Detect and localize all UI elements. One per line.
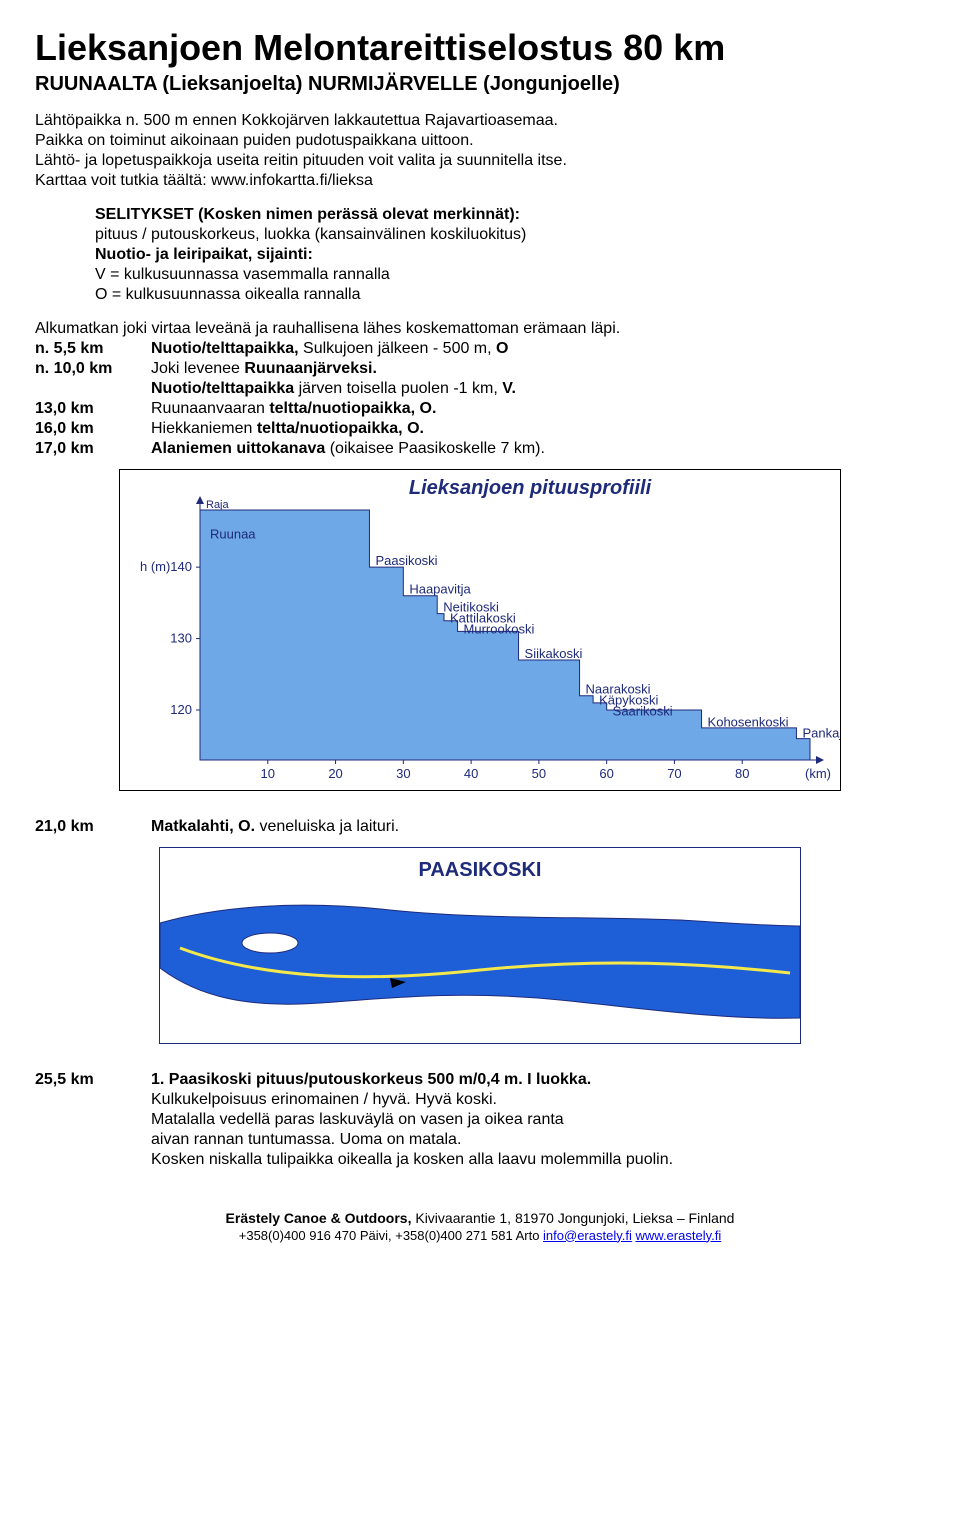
intro-line: Karttaa voit tutkia täältä: [35,172,211,189]
svg-text:Raja: Raja [206,499,230,511]
svg-text:(km): (km) [805,766,831,781]
intro-link: www.infokartta.fi/lieksa [211,172,373,189]
entry-text: Ruunaanvaaran teltta/nuotiopaikka, O. [151,399,551,419]
svg-text:PAASIKOSKI: PAASIKOSKI [419,859,542,881]
profile-chart: Lieksanjoen pituusprofiili Paasikoski Haap… [119,469,841,791]
svg-text:40: 40 [464,766,478,781]
svg-text:Saarikoski: Saarikoski [613,704,673,719]
km-label: 21,0 km [35,817,151,837]
entry-25: 25,5 km 1. Paasikoski pituus/putouskorke… [35,1070,679,1170]
svg-text:30: 30 [396,766,410,781]
legend-heading: SELITYKSET (Kosken nimen perässä olevat … [95,206,520,223]
entry-text: Nuotio/telttapaikka, Sulkujoen jälkeen -… [151,339,551,359]
entry-line: Kosken niskalla tulipaikka oikealla ja k… [151,1151,673,1168]
svg-text:Murrookoski: Murrookoski [464,622,535,637]
entry-line: 1. Paasikoski pituus/putouskorkeus 500 m… [151,1071,591,1088]
entry-text: Joki levenee Ruunaanjärveksi.Nuotio/telt… [151,359,551,399]
km-label: 25,5 km [35,1070,151,1170]
legend-line: pituus / putouskorkeus, luokka (kansainv… [95,226,526,243]
entry-text: Hiekkaniemen teltta/nuotiopaikka, O. [151,419,551,439]
legend-block: SELITYKSET (Kosken nimen perässä olevat … [95,205,925,305]
footer-phone: +358(0)400 916 470 Päivi, [239,1228,395,1243]
legend-line: V = kulkusuunnassa vasemmalla rannalla [95,266,390,283]
km-label: n. 5,5 km [35,339,151,359]
legend-line: O = kulkusuunnassa oikealla rannalla [95,286,361,303]
entry-21: 21,0 km Matkalahti, O. veneluiska ja lai… [35,817,405,837]
entry-text: 1. Paasikoski pituus/putouskorkeus 500 m… [151,1070,679,1170]
page-footer: Erästely Canoe & Outdoors, Kivivaarantie… [35,1210,925,1244]
svg-text:Pankajärvi: Pankajärvi [802,726,841,741]
svg-text:120: 120 [170,702,192,717]
footer-web-link[interactable]: www.erastely.fi [636,1228,722,1243]
svg-text:80: 80 [735,766,749,781]
intro-block: Lähtöpaikka n. 500 m ennen Kokkojärven l… [35,111,925,191]
footer-company: Erästely Canoe & Outdoors, [226,1210,412,1226]
footer-phone: +358(0)400 271 581 Arto [395,1228,543,1243]
intro-line: Lähtö- ja lopetuspaikkoja useita reitin … [35,152,567,169]
svg-text:140: 140 [170,559,192,574]
footer-email-link[interactable]: info@erastely.fi [543,1228,632,1243]
intro-line: Lähtöpaikka n. 500 m ennen Kokkojärven l… [35,112,558,129]
svg-text:Siikakoski: Siikakoski [525,646,583,661]
svg-text:60: 60 [599,766,613,781]
svg-text:50: 50 [532,766,546,781]
entries-table: n. 5,5 kmNuotio/telttapaikka, Sulkujoen … [35,339,551,459]
svg-text:Paasikoski: Paasikoski [375,553,437,568]
paasikoski-map: PAASIKOSKI [159,847,801,1044]
svg-text:130: 130 [170,631,192,646]
entry-text: Matkalahti, O. veneluiska ja laituri. [151,817,405,837]
svg-text:Haapavitja: Haapavitja [409,582,471,597]
legend-heading: Nuotio- ja leiripaikat, sijainti: [95,246,313,263]
km-label: 17,0 km [35,439,151,459]
entry-text: Alaniemen uittokanava (oikaisee Paasikos… [151,439,551,459]
km-label: 16,0 km [35,419,151,439]
entry-line: Matalalla vedellä paras laskuväylä on va… [151,1111,564,1128]
km-label: 13,0 km [35,399,151,419]
svg-text:h (m): h (m) [140,559,170,574]
svg-text:20: 20 [328,766,342,781]
svg-text:Kohosenkoski: Kohosenkoski [708,715,789,730]
entry-line: aivan rannan tuntumassa. Uoma on matala. [151,1131,461,1148]
page-subtitle: RUUNAALTA (Lieksanjoelta) NURMIJÄRVELLE … [35,72,925,97]
intro-line: Paikka on toiminut aikoinaan puiden pudo… [35,132,474,149]
page-title: Lieksanjoen Melontareittiselostus 80 km [35,25,925,70]
pre-entries-line: Alkumatkan joki virtaa leveänä ja rauhal… [35,319,925,339]
svg-text:10: 10 [261,766,275,781]
km-label: n. 10,0 km [35,359,151,399]
svg-text:Lieksanjoen pituusprofiili: Lieksanjoen pituusprofiili [409,477,652,499]
svg-text:70: 70 [667,766,681,781]
footer-address: Kivivaarantie 1, 81970 Jongunjoki, Lieks… [415,1210,734,1226]
svg-text:Ruunaa: Ruunaa [210,527,256,542]
entry-line: Kulkukelpoisuus erinomainen / hyvä. Hyvä… [151,1091,497,1108]
